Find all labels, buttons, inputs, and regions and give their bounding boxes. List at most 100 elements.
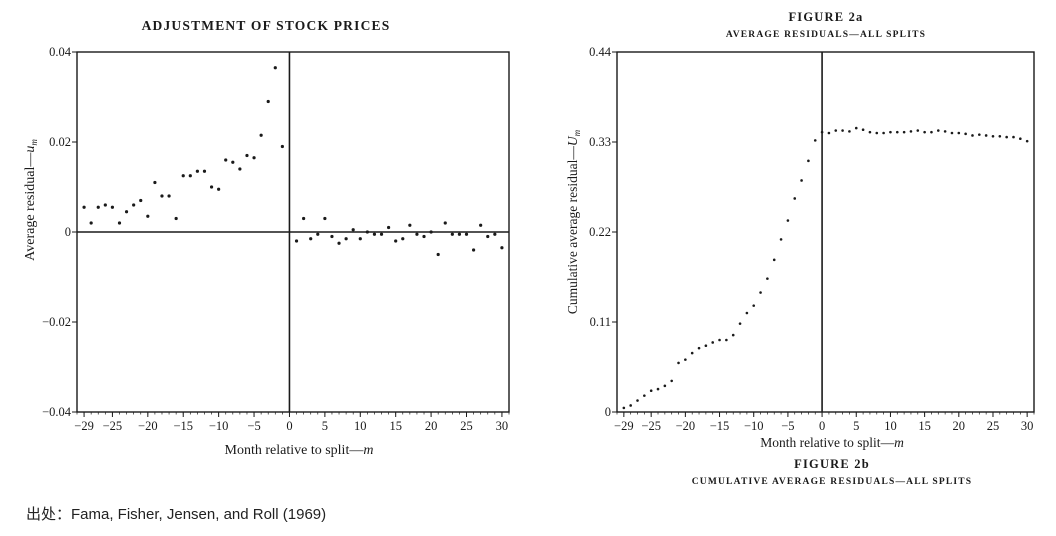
left-data-point (224, 158, 228, 162)
right-data-point (793, 197, 797, 200)
right-data-point (820, 130, 824, 134)
left-data-point (493, 232, 497, 236)
left-data-point (96, 205, 100, 209)
right-x-tick-label: 30 (1021, 419, 1034, 433)
right-data-point (998, 134, 1002, 138)
source-note: 出处：Fama, Fisher, Jensen, and Roll (1969) (26, 506, 327, 523)
right-x-axis-label-var: m (894, 435, 904, 450)
figure-2b-subtitle: CUMULATIVE AVERAGE RESIDUALS—ALL SPLITS (692, 477, 973, 487)
right-data-point (936, 129, 940, 132)
right-data-point (772, 258, 776, 262)
right-data-point (684, 358, 687, 361)
left-data-point (379, 232, 384, 236)
left-y-axis-label: Average residual—um (23, 139, 39, 261)
left-y-axis-label-text: Average residual (23, 167, 38, 261)
right-data-point (629, 404, 632, 407)
left-data-point (309, 237, 313, 241)
right-data-point (1012, 135, 1015, 139)
left-chart-title: ADJUSTMENT OF STOCK PRICES (142, 18, 391, 33)
left-data-point (443, 221, 447, 225)
right-data-point (704, 344, 708, 348)
left-data-point (217, 187, 221, 191)
right-x-tick-label: −10 (744, 419, 764, 433)
right-data-point (731, 333, 735, 337)
right-data-points (622, 126, 1029, 410)
left-y-tick-label: −0.02 (42, 315, 71, 329)
right-x-tick-label: 5 (853, 419, 859, 433)
right-data-point (971, 134, 974, 137)
left-data-point (202, 169, 207, 173)
right-data-point (868, 130, 872, 134)
left-data-point (238, 167, 242, 171)
left-data-point (450, 232, 454, 236)
right-y-tick-label: 0.33 (589, 135, 611, 149)
right-data-point (718, 338, 721, 342)
left-data-point (365, 230, 369, 234)
average-residual-chart: ADJUSTMENT OF STOCK PRICES −29 −25 −20 −15−… (23, 18, 510, 458)
right-data-point (902, 130, 906, 134)
right-data-point (697, 346, 701, 350)
left-data-point (231, 160, 235, 164)
left-data-point (252, 156, 256, 160)
left-x-tick-label: −29 (74, 419, 94, 433)
right-data-point (745, 311, 749, 315)
left-data-point (266, 99, 270, 104)
right-data-point (759, 291, 762, 294)
right-data-point (923, 130, 926, 134)
left-data-point (344, 237, 348, 241)
right-data-point (943, 130, 947, 133)
cumulative-residual-chart: FIGURE 2a AVERAGE RESIDUALS—ALL SPLITS −… (565, 10, 1035, 487)
left-data-point (124, 210, 129, 214)
right-data-point (766, 277, 769, 280)
left-data-point (103, 203, 107, 207)
left-data-point (302, 216, 306, 221)
left-y-axis-label-var: u (23, 146, 38, 153)
right-data-point (622, 406, 626, 410)
right-x-tick-label: 0 (819, 419, 825, 433)
right-data-point (738, 322, 742, 325)
right-data-point (957, 131, 961, 135)
left-data-point (132, 203, 136, 207)
right-data-point (984, 134, 988, 137)
right-y-tick-label: 0 (605, 405, 611, 419)
right-data-point (848, 130, 851, 133)
left-x-axis-label-var: m (363, 443, 373, 458)
right-data-point (950, 131, 954, 135)
left-data-point (387, 225, 391, 230)
left-x-tick-label: 10 (354, 419, 367, 433)
right-data-point (964, 132, 967, 136)
right-data-point (800, 179, 803, 182)
right-data-point (861, 128, 865, 132)
right-data-point (752, 304, 756, 307)
right-data-point (991, 134, 995, 138)
left-data-point (89, 221, 93, 225)
right-data-point (895, 130, 899, 134)
right-data-point (677, 361, 680, 365)
right-data-point (909, 130, 913, 133)
right-x-tick-label: 10 (884, 419, 897, 433)
left-data-point (117, 221, 122, 225)
left-data-point (167, 194, 171, 198)
left-x-tick-label: −10 (209, 419, 229, 433)
left-data-point (464, 232, 469, 236)
right-axis-ticks: −29 −25 −20 −15 −10 −5 0 5 10 15 20 25 30 0.44 0.33 0.2… (589, 45, 1035, 433)
left-data-point (110, 205, 115, 209)
left-data-point (422, 234, 426, 239)
right-x-tick-label: −5 (781, 419, 794, 433)
left-x-tick-label: 25 (460, 419, 473, 433)
left-data-points (82, 66, 504, 257)
left-x-axis-label-text: Month relative to split (225, 443, 350, 458)
right-x-tick-label: 15 (918, 419, 931, 433)
right-data-point (636, 399, 639, 402)
left-data-point (408, 223, 412, 227)
left-data-point (245, 153, 249, 158)
right-data-point (779, 238, 783, 241)
left-data-point (195, 169, 199, 173)
right-y-axis-label-sub: m (572, 129, 582, 136)
left-x-tick-label: 0 (286, 419, 292, 433)
left-data-point (280, 144, 284, 149)
right-data-point (670, 379, 673, 383)
left-data-point (351, 228, 355, 232)
right-data-point (643, 394, 646, 397)
